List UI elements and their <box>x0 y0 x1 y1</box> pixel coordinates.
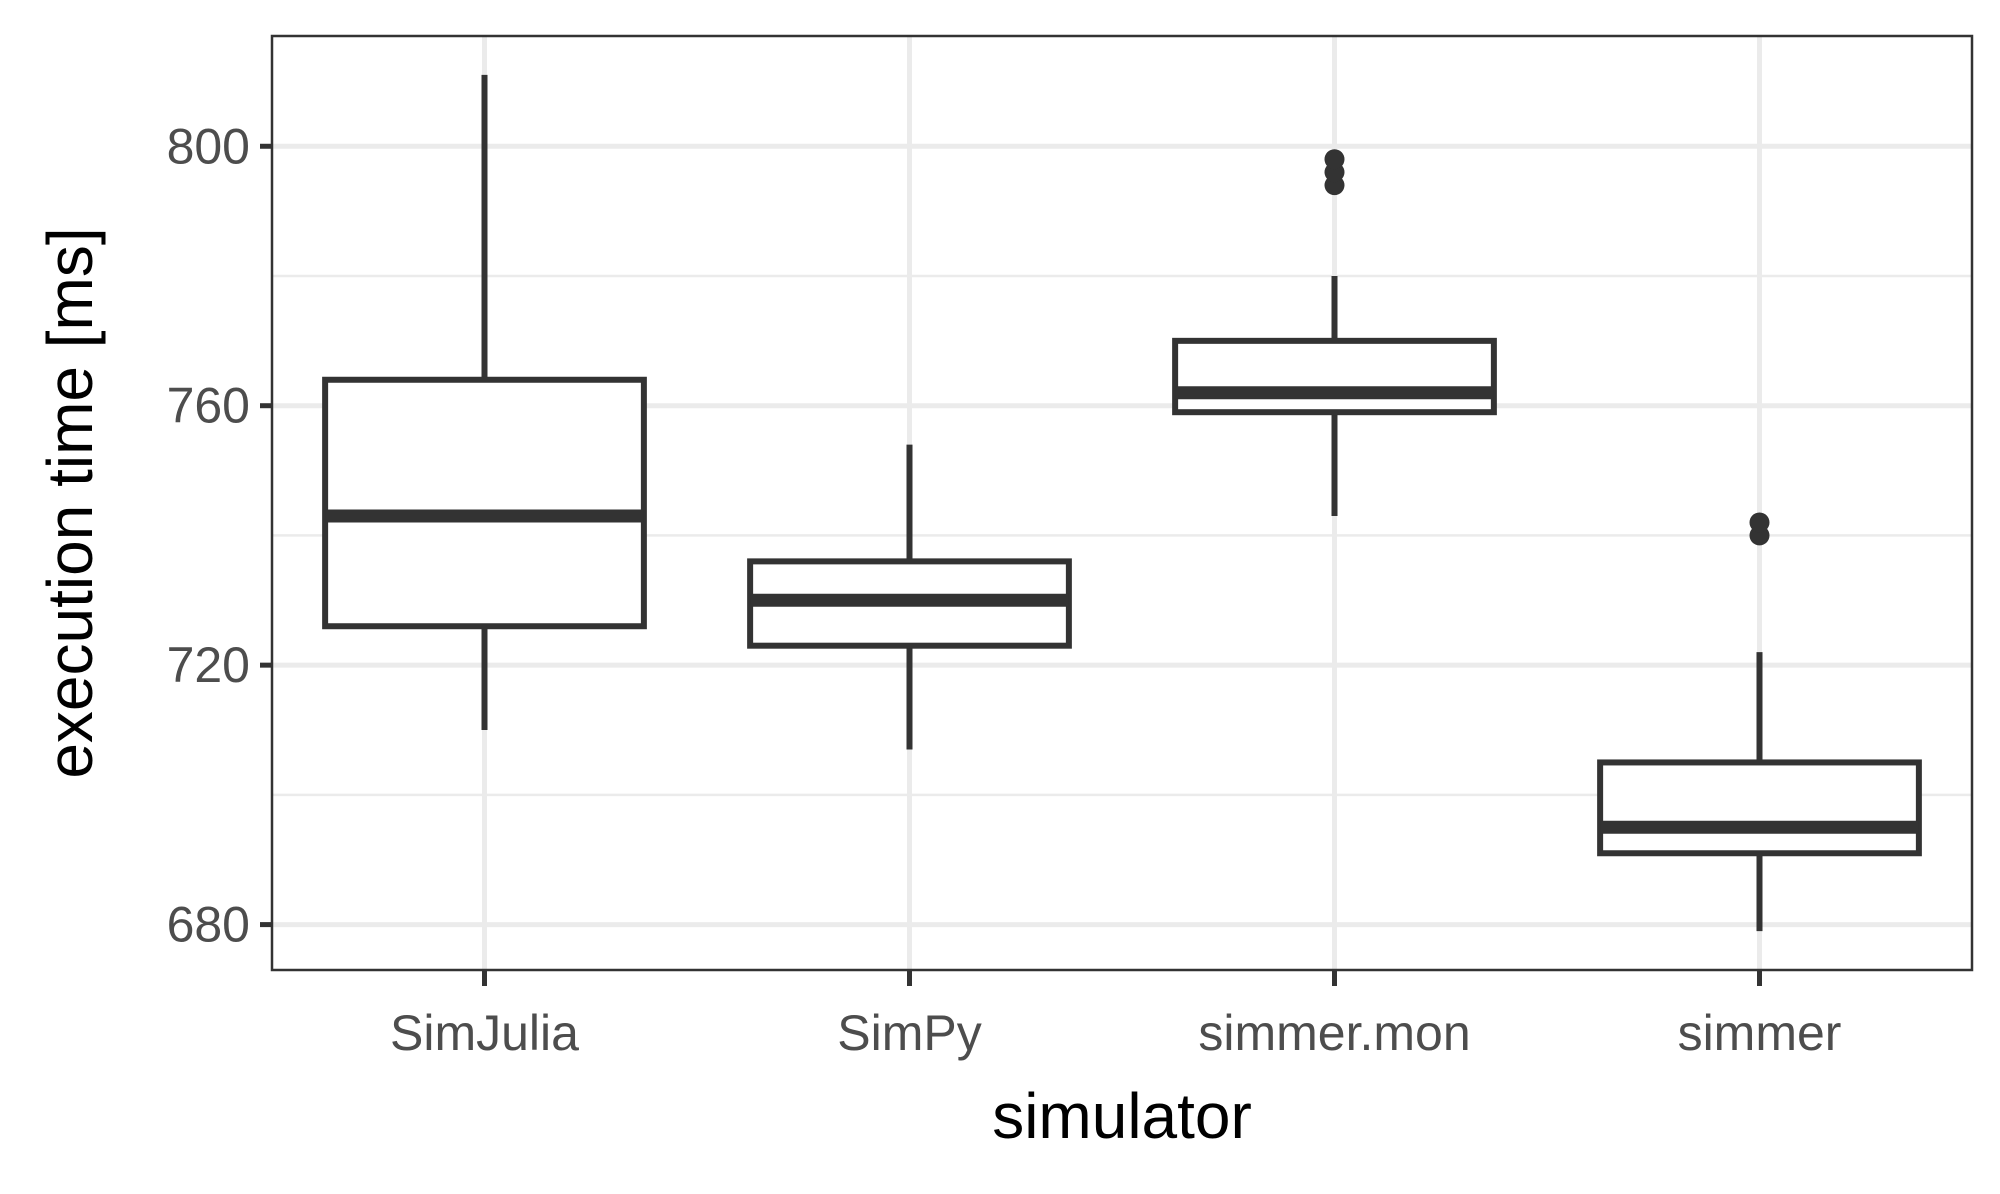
y-tick-label: 800 <box>167 118 250 174</box>
y-tick-label: 760 <box>167 378 250 434</box>
y-axis-title: execution time [ms] <box>34 227 106 778</box>
box-simpy <box>747 444 1072 750</box>
x-axis: SimJulia SimPy simmer.mon simmer <box>390 970 1841 1061</box>
outlier-point <box>1749 512 1770 533</box>
x-tick-label: SimPy <box>837 1005 981 1061</box>
y-tick-label: 720 <box>167 637 250 693</box>
box-simmer-mon <box>1172 149 1497 516</box>
x-tick-label: simmer <box>1678 1005 1842 1061</box>
y-tick-label: 680 <box>167 897 250 953</box>
box-simjulia <box>322 74 647 731</box>
outlier-point <box>1324 149 1345 170</box>
x-tick-label: SimJulia <box>390 1005 579 1061</box>
x-axis-title: simulator <box>992 1080 1252 1152</box>
panel-border <box>270 34 1974 972</box>
x-tick-label: simmer.mon <box>1198 1005 1470 1061</box>
box-simmer <box>1597 512 1922 932</box>
box-series <box>322 74 1922 932</box>
iqr-box <box>322 376 647 630</box>
iqr-box <box>1172 337 1497 416</box>
y-axis: 680 720 760 800 <box>167 118 272 953</box>
iqr-box <box>1597 759 1922 857</box>
